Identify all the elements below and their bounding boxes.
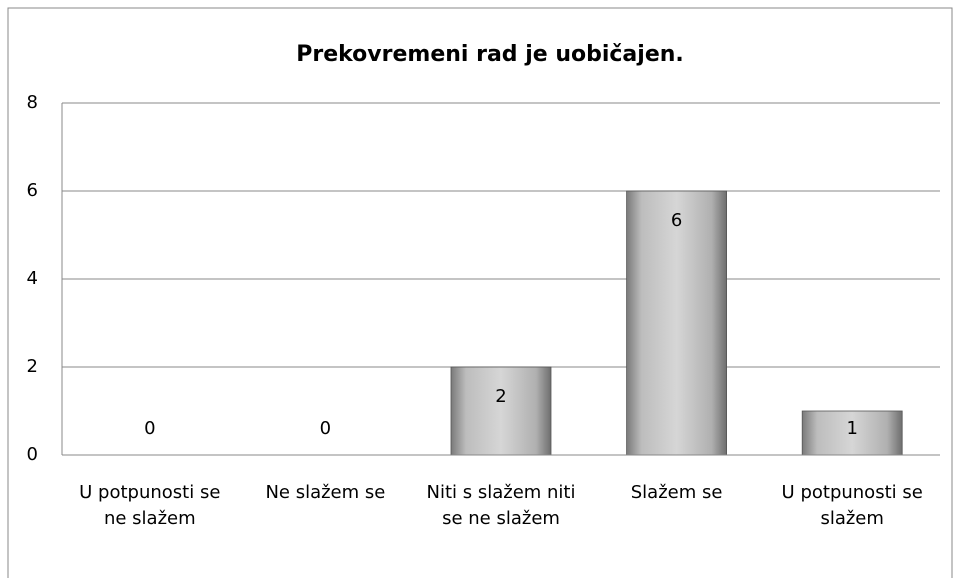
y-tick-label: 8 — [27, 92, 38, 113]
y-tick-label: 4 — [27, 268, 38, 289]
x-tick-label: Ne slažem se — [265, 482, 386, 503]
data-label: 6 — [671, 210, 682, 231]
data-label: 0 — [320, 418, 331, 439]
y-tick-label: 0 — [27, 444, 38, 465]
data-label: 2 — [495, 386, 506, 407]
data-label: 0 — [144, 418, 155, 439]
bar — [626, 190, 727, 456]
y-tick-label: 2 — [27, 356, 38, 377]
chart-title: Prekovremeni rad je uobičajen. — [296, 42, 684, 67]
x-tick-label: U potpunosti se ne slažem — [79, 482, 221, 529]
data-label: 1 — [846, 418, 857, 439]
bar — [450, 366, 552, 456]
x-tick-label: Niti s slažem niti se ne slažem — [426, 482, 576, 529]
y-tick-label: 6 — [27, 180, 38, 201]
x-tick-label: U potpunosti se slažem — [781, 482, 923, 529]
x-tick-label: Slažem se — [630, 482, 723, 503]
